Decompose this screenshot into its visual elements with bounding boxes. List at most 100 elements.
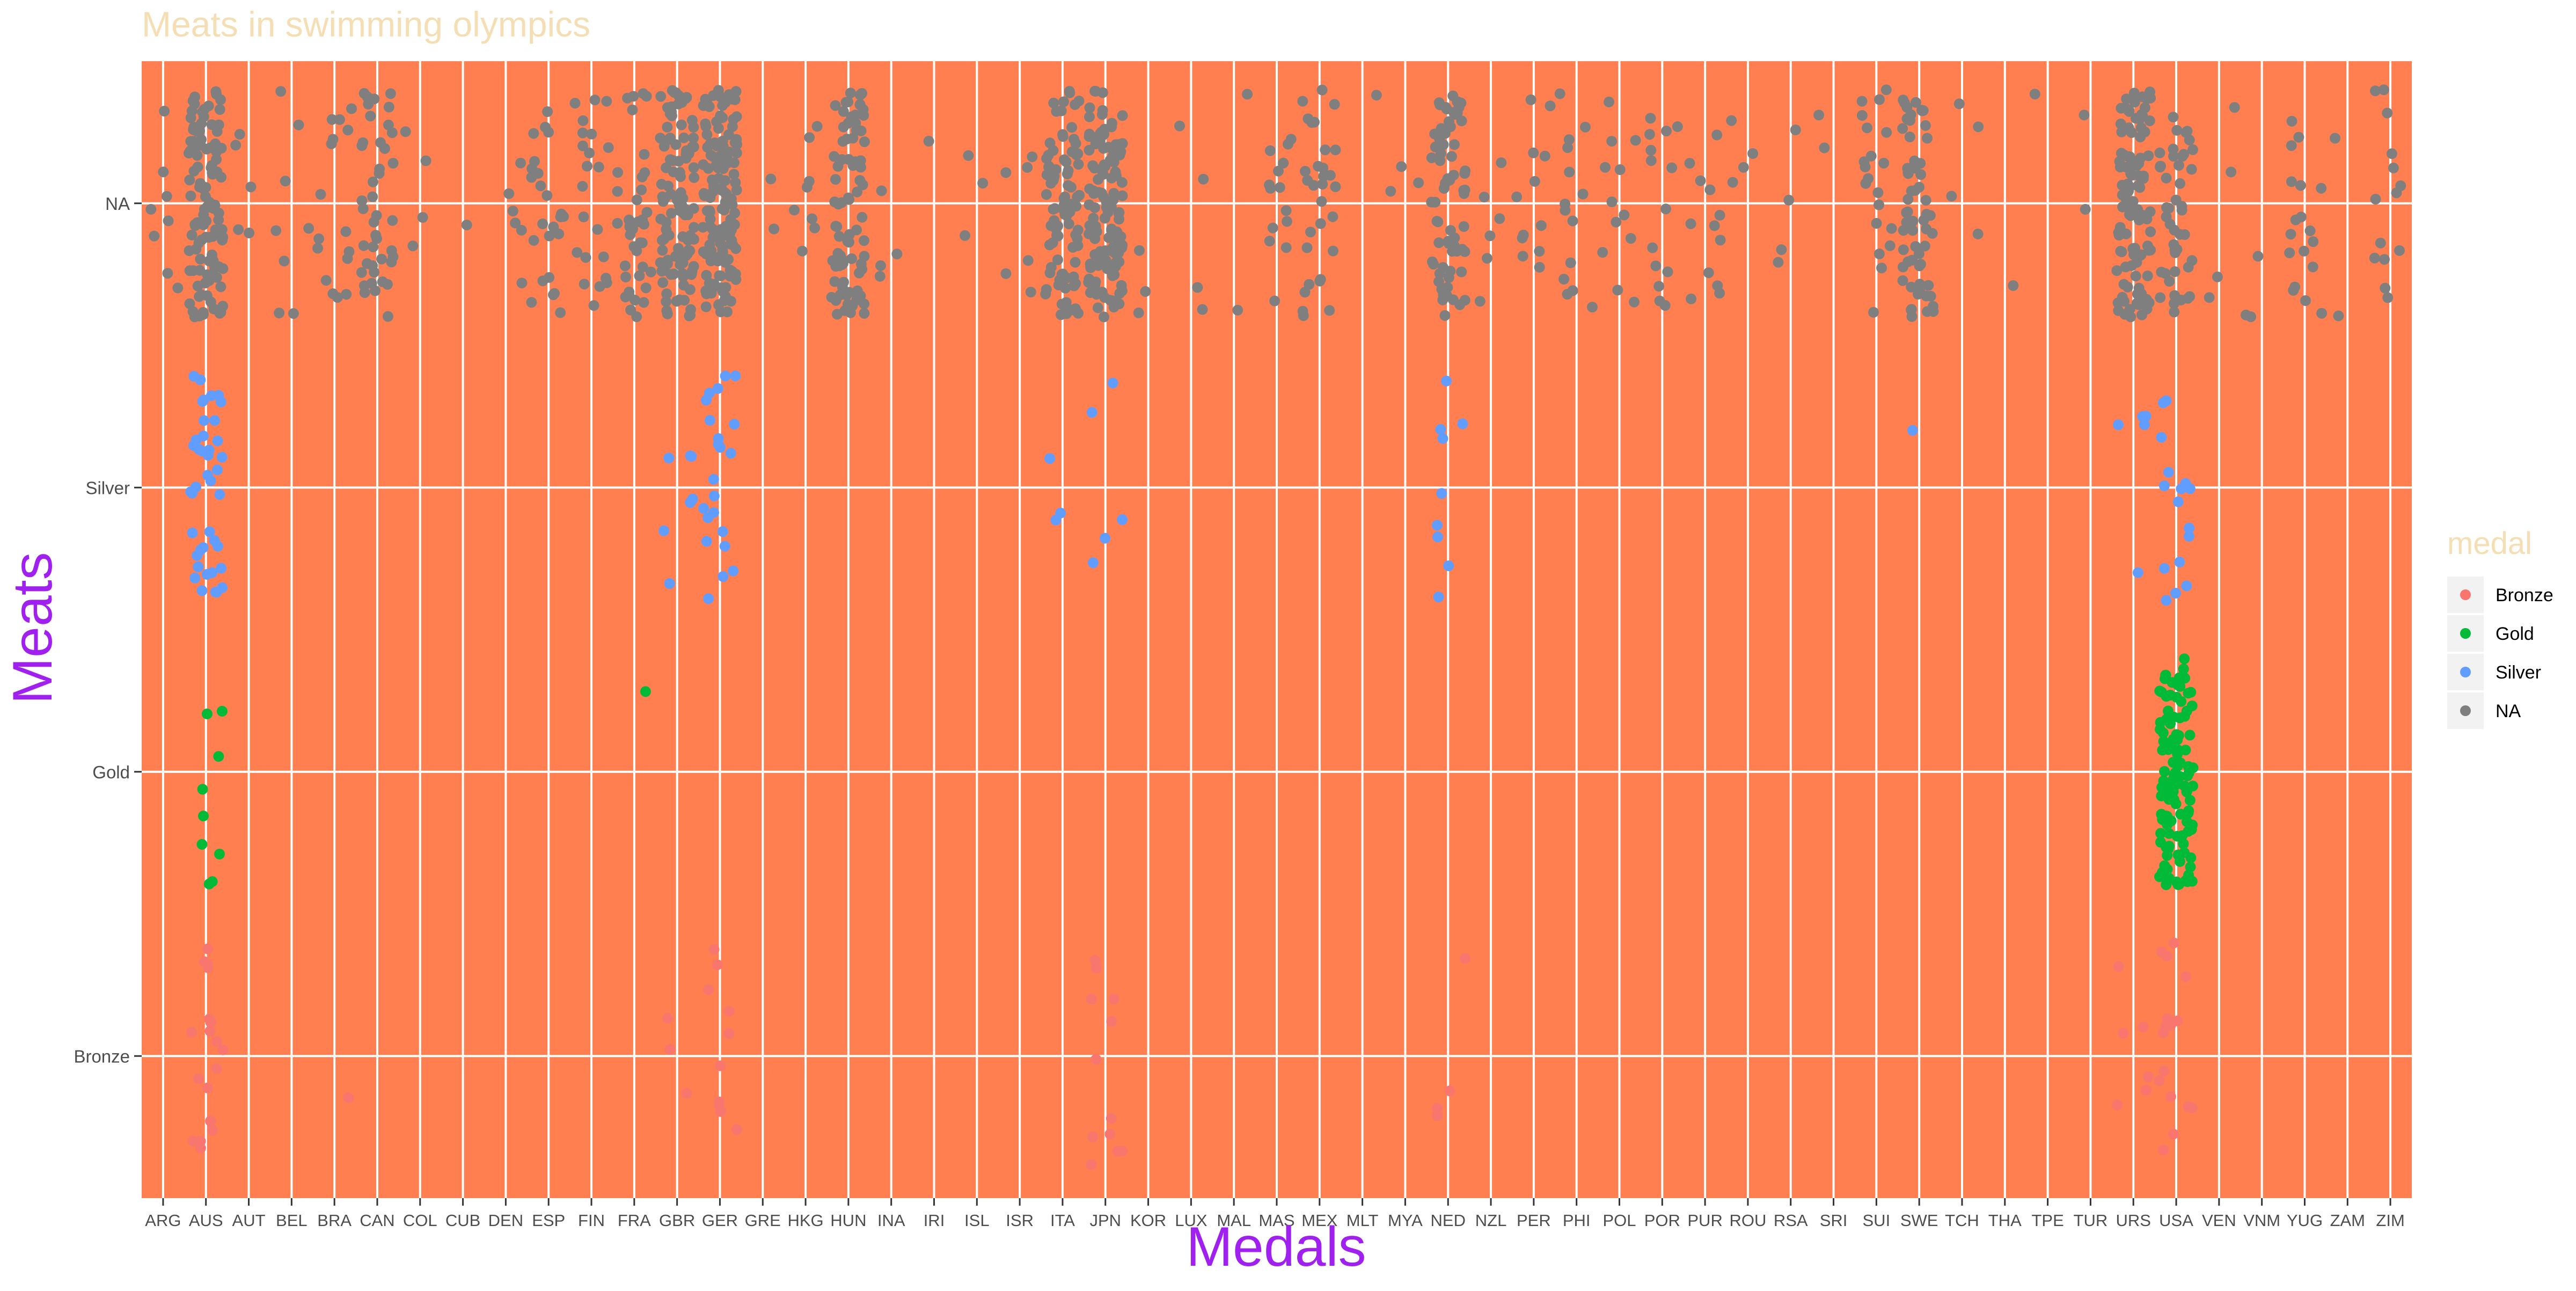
data-point-na bbox=[636, 184, 647, 195]
data-point-na bbox=[1192, 282, 1203, 293]
data-point-na bbox=[1898, 225, 1909, 236]
data-point-gold bbox=[2177, 830, 2188, 841]
data-point-bronze bbox=[2113, 961, 2124, 972]
data-point-silver bbox=[202, 450, 214, 461]
data-point-na bbox=[1064, 87, 1075, 98]
data-point-na bbox=[1330, 144, 1341, 156]
data-point-na bbox=[1567, 215, 1578, 227]
data-point-bronze bbox=[2111, 1099, 2123, 1111]
data-point-na bbox=[2295, 180, 2306, 191]
data-point-na bbox=[2127, 243, 2139, 254]
data-point-bronze bbox=[204, 1025, 216, 1037]
data-point-na bbox=[1396, 161, 1407, 172]
data-point-silver bbox=[1100, 533, 1111, 544]
data-point-na bbox=[716, 185, 728, 196]
data-point-na bbox=[1048, 174, 1059, 186]
data-point-na bbox=[1874, 94, 1885, 105]
data-point-na bbox=[1686, 293, 1697, 304]
data-point-silver bbox=[192, 550, 202, 561]
data-point-bronze bbox=[217, 1044, 229, 1055]
data-point-na bbox=[1088, 188, 1100, 199]
data-point-na bbox=[211, 154, 222, 165]
data-point-na bbox=[544, 230, 555, 242]
data-point-na bbox=[1084, 111, 1095, 122]
data-point-na bbox=[1919, 240, 1930, 252]
x-tick-label: GER bbox=[702, 1211, 738, 1230]
data-point-na bbox=[192, 126, 203, 137]
data-point-na bbox=[720, 291, 731, 302]
data-point-na bbox=[1925, 290, 1936, 302]
data-point-na bbox=[2168, 112, 2179, 123]
data-point-bronze bbox=[1087, 1131, 1099, 1142]
data-point-na bbox=[729, 94, 741, 105]
data-point-na bbox=[2370, 194, 2381, 205]
data-point-na bbox=[187, 306, 199, 317]
data-point-na bbox=[661, 288, 672, 300]
data-point-na bbox=[230, 140, 241, 151]
data-point-gold bbox=[2161, 879, 2172, 891]
data-point-bronze bbox=[702, 984, 714, 995]
data-point-na bbox=[584, 148, 595, 158]
data-point-silver bbox=[1086, 407, 1097, 418]
data-point-silver bbox=[704, 415, 715, 426]
data-point-na bbox=[1426, 152, 1437, 163]
data-point-silver bbox=[2172, 496, 2184, 507]
data-point-na bbox=[1197, 304, 1208, 315]
data-point-na bbox=[1318, 163, 1329, 173]
data-point-na bbox=[1063, 165, 1074, 176]
data-point-na bbox=[1711, 129, 1723, 141]
data-point-na bbox=[184, 245, 195, 256]
data-point-na bbox=[2163, 202, 2175, 214]
data-point-na bbox=[342, 253, 353, 264]
data-point-na bbox=[1905, 115, 1915, 126]
data-point-na bbox=[2245, 311, 2257, 323]
legend-swatch bbox=[2460, 628, 2471, 639]
data-point-na bbox=[1066, 146, 1078, 157]
data-point-na bbox=[2128, 87, 2140, 99]
data-point-na bbox=[593, 162, 604, 173]
data-point-na bbox=[362, 91, 373, 103]
data-point-na bbox=[635, 237, 646, 249]
legend-title: medal bbox=[2447, 526, 2532, 561]
data-point-na bbox=[1044, 239, 1055, 251]
x-tick-label: TUR bbox=[2074, 1211, 2108, 1230]
data-point-na bbox=[346, 103, 357, 114]
data-point-na bbox=[701, 288, 712, 300]
data-point-na bbox=[192, 280, 203, 291]
data-point-na bbox=[804, 132, 815, 143]
data-point-na bbox=[1265, 183, 1276, 194]
data-point-na bbox=[1659, 300, 1671, 311]
data-point-silver bbox=[1907, 425, 1918, 436]
x-tick-label: ROU bbox=[1729, 1211, 1766, 1230]
data-point-na bbox=[528, 235, 539, 246]
data-point-na bbox=[722, 254, 733, 265]
data-point-na bbox=[655, 91, 667, 102]
data-point-na bbox=[1458, 221, 1469, 232]
data-point-na bbox=[1089, 132, 1100, 143]
data-point-na bbox=[1435, 99, 1446, 111]
data-point-na bbox=[1305, 227, 1316, 238]
data-point-na bbox=[1973, 121, 1984, 133]
data-point-na bbox=[662, 308, 673, 319]
data-point-gold bbox=[196, 838, 208, 850]
data-point-na bbox=[1052, 230, 1064, 242]
data-point-na bbox=[1645, 113, 1656, 124]
data-point-na bbox=[548, 221, 559, 232]
data-point-na bbox=[2161, 211, 2172, 222]
x-tick-label: PUR bbox=[1687, 1211, 1722, 1230]
data-point-na bbox=[1776, 244, 1787, 256]
x-tick-label: FRA bbox=[618, 1211, 651, 1230]
data-point-gold bbox=[201, 708, 213, 719]
data-point-na bbox=[2186, 164, 2197, 175]
data-point-na bbox=[1460, 165, 1471, 177]
data-point-na bbox=[1109, 269, 1120, 280]
x-tick-label: MLT bbox=[1346, 1211, 1379, 1230]
data-point-na bbox=[708, 151, 719, 163]
data-point-na bbox=[1953, 98, 1965, 110]
data-point-na bbox=[2378, 84, 2389, 96]
data-point-na bbox=[1452, 96, 1463, 107]
data-point-na bbox=[829, 276, 840, 287]
data-point-na bbox=[1907, 215, 1919, 227]
data-point-na bbox=[578, 211, 589, 222]
x-tick-label: AUS bbox=[189, 1211, 223, 1230]
